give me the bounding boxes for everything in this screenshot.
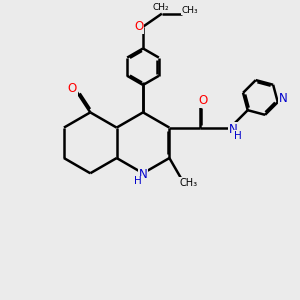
Text: CH₃: CH₃ (179, 178, 197, 188)
Text: N: N (139, 168, 147, 181)
Text: O: O (198, 94, 207, 107)
Text: H: H (134, 176, 142, 186)
Text: CH₂: CH₂ (152, 3, 169, 12)
Text: N: N (229, 123, 238, 136)
Text: O: O (134, 20, 143, 33)
Text: CH₃: CH₃ (182, 6, 199, 15)
Text: O: O (68, 82, 77, 95)
Text: N: N (279, 92, 287, 105)
Text: H: H (234, 131, 242, 141)
